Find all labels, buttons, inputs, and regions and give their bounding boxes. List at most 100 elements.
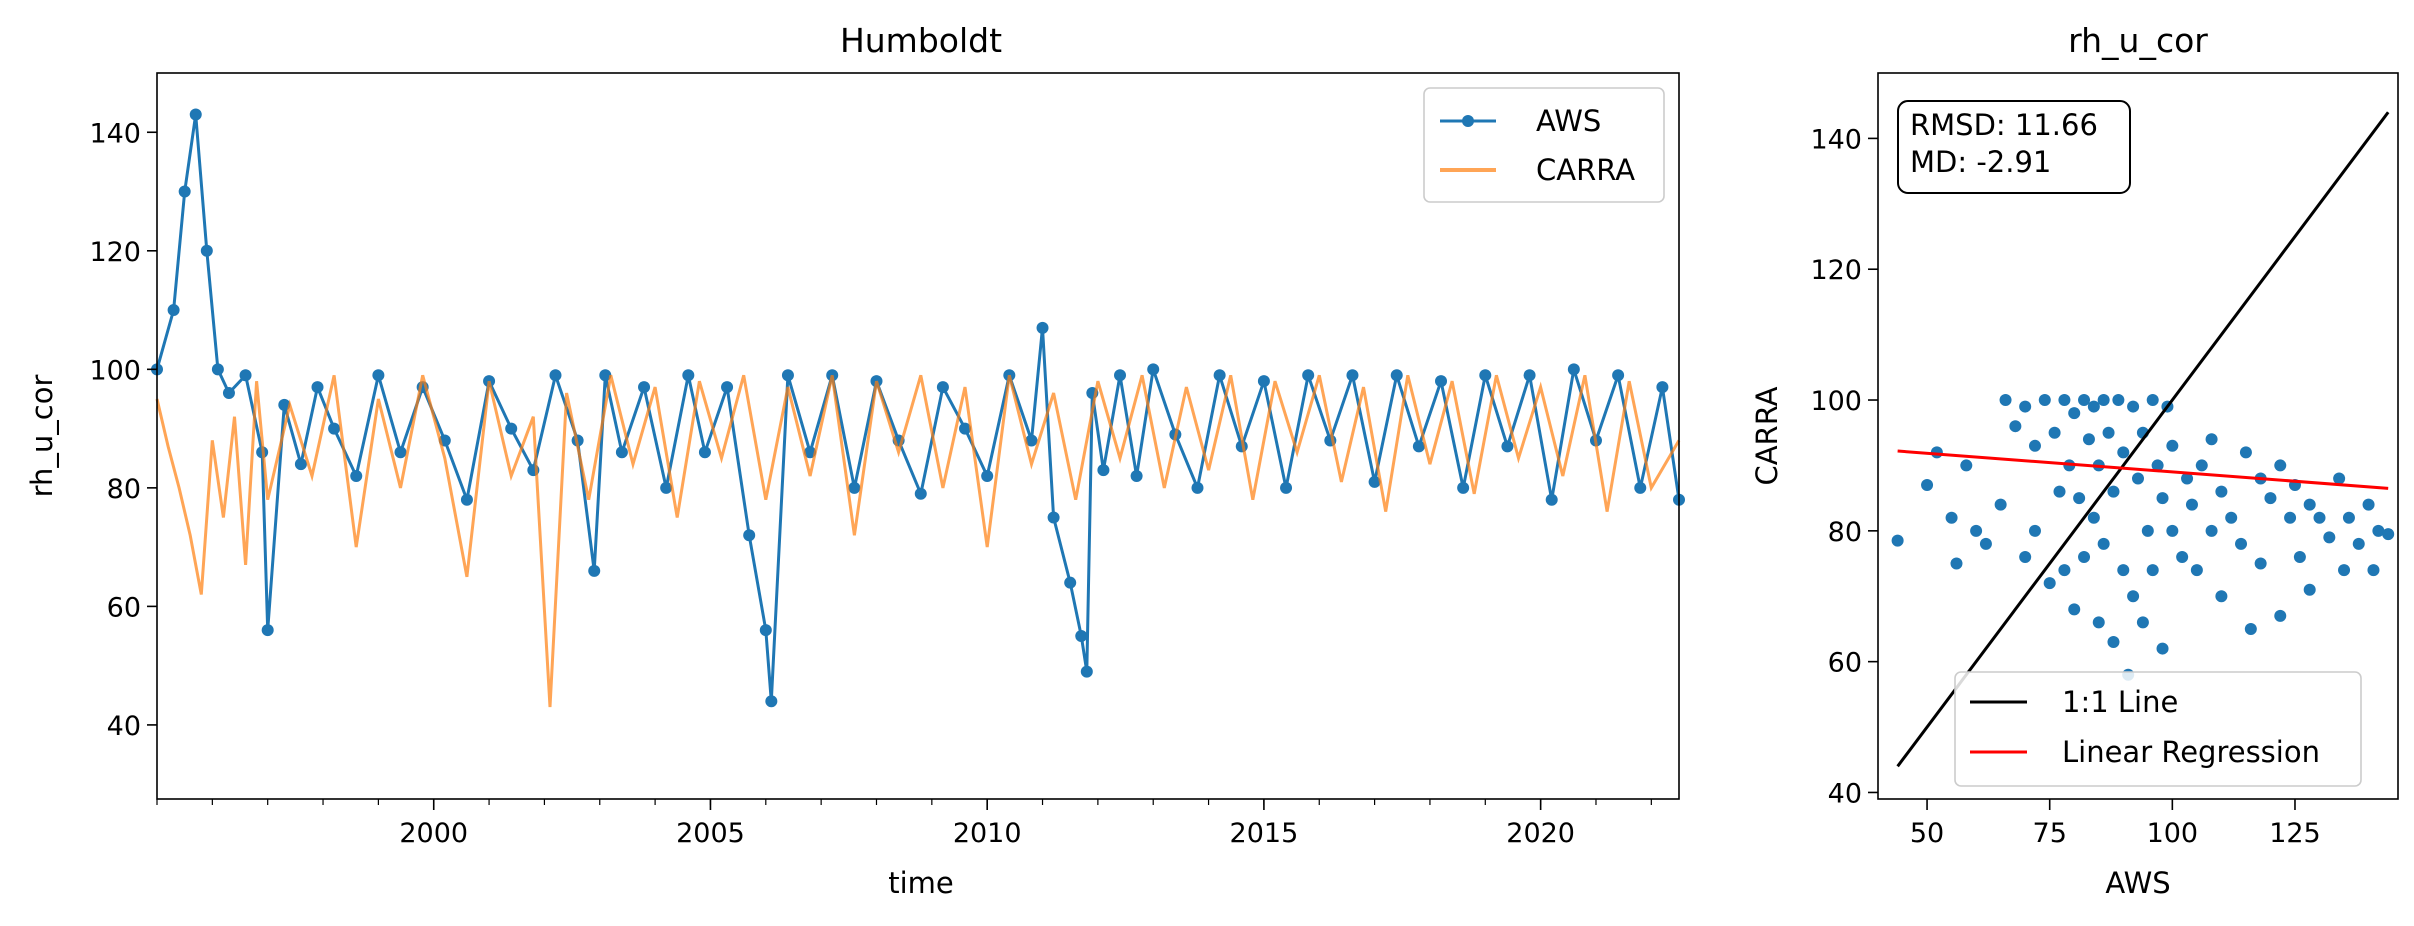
x-tick-label: 2010 [953,818,1022,849]
aws-data-point [167,304,180,317]
aws-data-point [1075,630,1088,643]
x-tick-label: 75 [2033,818,2067,849]
y-tick-label: 120 [1810,255,1862,286]
x-tick-label: 2020 [1506,818,1575,849]
x-tick-label: 2000 [399,818,468,849]
y-tick-label: 120 [89,237,141,268]
scatter-point [2097,394,2110,407]
y-tick-label: 80 [1828,517,1862,548]
legend-aws-label: AWS [1536,104,1601,138]
scatter-x-ticks: 50 75 100 125 [1910,799,2321,849]
carra-series-line [155,374,1681,708]
aws-data-point [848,481,861,494]
scatter-point [2382,528,2395,541]
scatter-point [2190,564,2203,577]
scatter-point [2078,394,2091,407]
aws-data-point [1080,665,1093,678]
scatter-point [2132,472,2144,485]
aws-data-point [222,387,235,400]
scatter-point [2127,400,2140,413]
timeseries-x-ticks: 2000 2005 2010 2015 2020 [156,799,1652,849]
scatter-point [2117,564,2130,577]
scatter-point [2102,426,2115,439]
aws-data-point [1435,375,1448,388]
scatter-point [1999,394,2012,407]
aws-data-point [638,381,651,394]
aws-data-point [239,369,252,382]
scatter-point [2303,498,2316,511]
aws-data-point [1047,511,1060,524]
scatter-point [2205,433,2218,446]
one-to-one-line [1896,111,2390,768]
x-tick-label: 100 [2147,818,2199,849]
aws-data-point [721,381,734,394]
scatter-point [2156,492,2169,505]
scatter-point [2053,485,2066,498]
aws-data-point [261,624,274,637]
x-tick-label: 2015 [1230,818,1299,849]
scatter-point [2009,420,2022,433]
scatter-point [2141,524,2154,537]
aws-data-point [682,369,695,382]
aws-data-point [599,369,612,382]
scatter-y-axis-label: CARRA [1750,386,1784,485]
scatter-point [2333,472,2346,485]
scatter-point [2019,551,2032,563]
aws-data-point [804,446,817,459]
aws-data-point [350,470,363,483]
scatter-point [2117,446,2130,459]
timeseries-legend: AWS CARRA [1423,87,1665,203]
aws-data-point [211,363,224,376]
stats-box-frame [1897,100,2131,194]
scatter-point [2068,407,2081,420]
y-tick-label: 80 [107,474,141,505]
scatter-point [2048,426,2061,439]
scatter-point [2043,577,2056,590]
scatter-point [2342,511,2355,524]
timeseries-y-axis-label: rh_u_cor [25,375,59,498]
scatter-point [2303,583,2316,596]
scatter-point [2176,551,2189,563]
scatter-point [2058,394,2071,407]
aws-data-point [1545,493,1558,506]
scatter-legend: 1:1 Line Linear Regression [1954,671,2362,787]
legend-carra-label: CARRA [1536,153,1635,187]
y-tick-label: 60 [1828,648,1862,679]
scatter-point [2352,537,2365,550]
scatter-point [2146,394,2159,407]
y-tick-label: 140 [89,118,141,149]
aws-data-point [1612,369,1625,382]
aws-data-point [1114,369,1127,382]
timeseries-y-ticks: 40 60 80 100 120 140 [89,118,157,742]
scatter-point [2166,524,2179,537]
aws-data-point [328,422,341,435]
scatter-point [1950,557,1963,570]
stats-box: RMSD: 11.66 MD: -2.91 [1897,100,2131,194]
scatter-point [2195,459,2208,472]
scatter-point [2293,551,2306,563]
rmsd-label: RMSD: 11.66 [1910,108,2098,142]
scatter-point [1945,511,1958,524]
scatter-point [1921,479,1934,492]
scatter-point [2112,394,2125,407]
aws-data-point [1302,369,1315,382]
scatter-point [2215,590,2228,603]
scatter-point [2058,564,2071,577]
scatter-point [2185,498,2198,511]
scatter-point [2284,511,2297,524]
aws-data-point [1036,321,1049,334]
aws-data-point [1257,375,1270,388]
scatter-point [1891,534,1904,547]
y-tick-label: 40 [1828,778,1862,809]
scatter-point [2078,551,2091,563]
scatter-point [2166,439,2179,452]
aws-data-point [178,185,191,198]
aws-data-point [1191,481,1204,494]
scatter-point [2107,636,2120,649]
scatter-point [1979,537,1992,550]
aws-data-point [743,529,756,542]
scatter-point [2274,609,2287,622]
aws-data-point [1567,363,1580,376]
scatter-point [2372,524,2385,537]
aws-data-point [959,422,972,435]
